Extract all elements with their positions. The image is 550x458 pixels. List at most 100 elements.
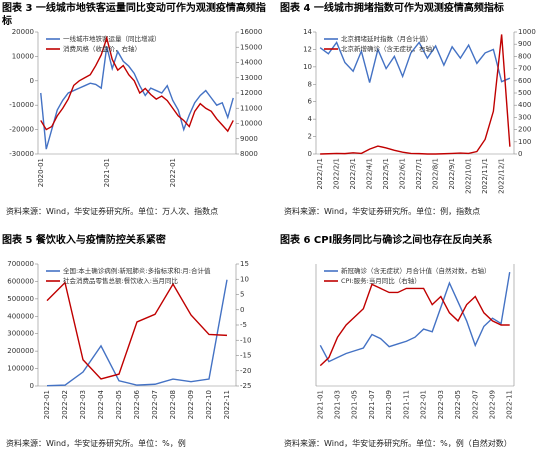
y2-tick-label: 8000: [240, 150, 258, 158]
x-tick-label: 2020-01: [37, 158, 45, 187]
x-tick-label: 2022-01: [420, 390, 428, 419]
x-tick-label: 2022-02: [61, 390, 69, 419]
legend-label: CPI:服务:当月同比（右轴）: [341, 276, 421, 285]
y-tick-label: 100000: [7, 365, 34, 373]
y2-tick-label: 300: [518, 113, 531, 121]
x-tick-label: 2022/8/1: [432, 158, 440, 189]
y2-tick-label: -20: [240, 367, 251, 375]
source-note: 资料来源：Wind，华安证券研究所。单位：%，例（自然对数）: [284, 439, 512, 448]
y2-tick-label: 0: [518, 150, 522, 158]
x-tick-label: 2021-01: [316, 390, 324, 419]
y-tick-label: 2: [308, 133, 312, 141]
chart-panel: 图表 6 CPI服务同比与确诊之间也存在反向关系 2021-01 2021-03 20…: [278, 232, 550, 458]
x-tick-label: 2022-03: [79, 390, 87, 419]
y2-tick-label: 200: [518, 126, 531, 134]
x-tick-label: 2022-06: [133, 389, 141, 419]
x-tick-label: 2022/9/1: [448, 158, 456, 189]
y-tick-label: 6: [308, 98, 313, 106]
x-tick-label: 2021-03: [334, 390, 342, 419]
y-tick-label: 20000: [12, 28, 34, 36]
y2-tick-label: 10: [240, 275, 249, 283]
chart-panel: 图表 5 餐饮收入与疫情防控关系紧密 0 100000 200000 300000 400…: [0, 232, 272, 458]
y-tick-label: 10: [303, 63, 312, 71]
y-tick-label: 12: [303, 45, 312, 53]
y-tick-label: 0: [30, 382, 34, 390]
y2-tick-label: 13000: [240, 74, 262, 82]
y2-tick-label: 15000: [240, 43, 262, 51]
y2-tick-label: 5: [240, 291, 244, 299]
y2-tick-label: 900: [518, 40, 531, 48]
x-tick-label: 2022/7/1: [415, 158, 423, 189]
x-tick-label: 2021-09: [385, 390, 393, 419]
legend-label: 一线城市地铁客运量（同比增减）: [63, 34, 161, 43]
x-tick-label: 2022-11: [506, 390, 514, 419]
chart: 0 2 4 6 8 10 12 14 0 100 200 300 400 500 600 700 800 900 1…: [303, 28, 536, 194]
x-tick-label: 2021-01: [103, 158, 111, 187]
legend-label: 消费风格（收盘价，右轴）: [63, 44, 141, 53]
chart-title: 图表 6 CPI服务同比与确诊之间也存在反向关系: [280, 235, 493, 246]
x-tick-label: 2022/12/1: [498, 158, 506, 194]
x-tick-label: 2022/11/1: [481, 158, 489, 194]
source-note: 资料来源：Wind，华安证券研究所。单位：例，指数点: [284, 207, 481, 216]
data-line: [319, 283, 510, 367]
chart-title: 图表 5 餐饮收入与疫情防控关系紧密: [2, 235, 166, 246]
source-note: 资料来源：Wind，华安证券研究所。单位：万人次、指数点: [6, 207, 219, 216]
y-tick-label: -10000: [9, 101, 34, 109]
x-tick-label: 2022-04: [97, 389, 105, 419]
y2-tick-label: 700: [518, 65, 531, 73]
x-tick-label: 2022-01: [43, 390, 51, 419]
y2-tick-label: 16000: [240, 28, 262, 36]
data-line: [320, 34, 511, 155]
legend-label: 新冠确诊（含无症状）月合计值（自然对数，右轴）: [341, 266, 491, 275]
y2-tick-label: 12000: [240, 89, 262, 97]
y-tick-label: 4: [308, 115, 313, 123]
y2-tick-label: -10: [240, 336, 251, 344]
x-tick-label: 2022/1/1: [316, 158, 324, 189]
y-tick-label: 700000: [7, 260, 34, 268]
x-tick-label: 2021-05: [351, 390, 359, 419]
y2-tick-label: -15: [240, 352, 251, 360]
y2-tick-label: -5: [240, 321, 247, 329]
y2-tick-label: 500: [518, 89, 531, 97]
data-line: [40, 46, 234, 150]
y2-tick-label: 11000: [240, 104, 262, 112]
x-tick-label: 2022-07: [471, 390, 479, 419]
x-tick-label: 2022-03: [437, 390, 445, 419]
x-tick-label: 2022-09: [488, 390, 496, 419]
legend-label: 社会消费品零售总额:餐饮收入:当月同比: [63, 276, 178, 285]
y2-tick-label: 600: [518, 77, 531, 85]
x-tick-label: 2022-01: [169, 158, 177, 187]
y-tick-label: 0: [308, 150, 312, 158]
y-tick-label: 10000: [12, 52, 34, 60]
chart: -30000 -20000 -10000 0 10000 20000 8000 9000 100…: [9, 28, 262, 187]
x-tick-label: 2022/5/1: [382, 158, 390, 189]
data-line: [40, 35, 234, 133]
y-tick-label: 600000: [7, 277, 34, 285]
y2-tick-label: 14000: [240, 59, 262, 67]
x-tick-label: 2022-07: [151, 390, 159, 419]
chart-panel: 图表 3 一线城市地铁客运量同比变动可作为观测疫情高频指标 -30000 -2000…: [0, 0, 272, 226]
legend-label: 全国:本土确诊病例:新冠肺炎:多指标求和:月:合计值: [63, 266, 211, 275]
data-line: [46, 279, 228, 387]
data-line: [319, 272, 511, 363]
data-line: [46, 281, 228, 380]
y-tick-label: 0: [30, 77, 34, 85]
y2-tick-label: 9000: [240, 135, 258, 143]
x-tick-label: 2022-09: [187, 390, 195, 419]
chart-panel: 图表 4 一线城市拥堵指数可作为观测疫情高频指标 0 2 4 6 8 10 12 14 0 100 2…: [278, 0, 550, 226]
y-tick-label: -30000: [9, 150, 34, 158]
y-tick-label: -20000: [9, 126, 34, 134]
x-tick-label: 2022-05: [454, 390, 462, 419]
source-note: 资料来源：Wind，华安证券研究所。单位：%，例: [6, 439, 186, 448]
x-tick-label: 2022-11: [223, 390, 231, 419]
y-tick-label: 14: [303, 28, 312, 36]
x-tick-label: 2022/6/1: [399, 158, 407, 189]
x-tick-label: 2022/10/1: [465, 158, 473, 194]
y2-tick-label: 10000: [240, 120, 262, 128]
y-tick-label: 300000: [7, 330, 34, 338]
x-tick-label: 2022/4/1: [366, 158, 374, 189]
y2-tick-label: 400: [518, 101, 531, 109]
chart: 0 100000 200000 300000 400000 500000 600000 700…: [7, 260, 251, 419]
y2-tick-label: 100: [518, 138, 531, 146]
